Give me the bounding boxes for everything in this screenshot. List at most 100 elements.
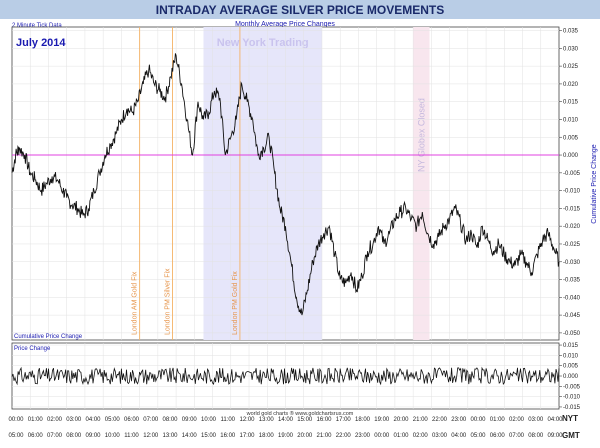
x-tick-label-nyt: 00:00 xyxy=(8,417,24,423)
y-tick-label: -0.040 xyxy=(563,295,581,301)
x-tick-label-nyt: 00:00 xyxy=(470,417,486,423)
y-tick-label: 0.000 xyxy=(563,153,579,159)
x-tick-label-nyt: 11:00 xyxy=(220,417,235,423)
x-tick-label-gmt: 02:00 xyxy=(413,433,429,439)
y-tick-label: -0.035 xyxy=(563,278,581,284)
y-tick-label: 0.010 xyxy=(563,353,579,359)
x-tick-label-nyt: 05:00 xyxy=(105,417,121,423)
x-tick-label-gmt: 09:00 xyxy=(85,433,101,439)
x-tick-label-nyt: 23:00 xyxy=(451,417,467,423)
y-tick-label: 0.005 xyxy=(563,364,579,370)
event-marker-label: London PM Gold Fix xyxy=(232,271,239,335)
x-tick-label-nyt: 21:00 xyxy=(413,417,429,423)
event-marker-label: London PM Silver Fix xyxy=(164,268,171,335)
x-tick-label-gmt: 08:00 xyxy=(66,433,82,439)
x-tick-label-gmt: 03:00 xyxy=(432,433,448,439)
x-tick-label-nyt: 06:00 xyxy=(124,417,140,423)
x-tick-label-gmt: 15:00 xyxy=(201,433,217,439)
nyt-label: NYT xyxy=(562,414,578,423)
main-grid xyxy=(12,27,559,340)
y-tick-label: -0.050 xyxy=(563,331,581,337)
region-label: NY Globex Closed xyxy=(416,98,426,172)
x-tick-label-nyt: 01:00 xyxy=(490,417,506,423)
y-tick-label: -0.025 xyxy=(563,242,581,248)
x-tick-label-nyt: 17:00 xyxy=(336,417,352,423)
x-axis-gmt-ticks: 05:00 06:00 07:00 08:00 09:00 10:00 11:00 12:00… xyxy=(8,433,563,439)
cumulative-series-label: Cumulative Price Change xyxy=(14,334,83,340)
x-tick-label-nyt: 22:00 xyxy=(432,417,448,423)
y-tick-label: -0.005 xyxy=(563,384,581,390)
x-tick-label-gmt: 07:00 xyxy=(509,433,525,439)
title-bar xyxy=(0,0,600,19)
x-tick-label-gmt: 11:00 xyxy=(124,433,139,439)
x-tick-label-nyt: 12:00 xyxy=(239,417,255,423)
x-tick-label-gmt: 22:00 xyxy=(336,433,352,439)
y-tick-label: 0.000 xyxy=(563,374,579,380)
x-tick-label-gmt: 04:00 xyxy=(451,433,467,439)
x-tick-label-gmt: 16:00 xyxy=(220,433,236,439)
x-tick-label-nyt: 07:00 xyxy=(143,417,159,423)
x-tick-label-gmt: 23:00 xyxy=(355,433,371,439)
x-tick-label-gmt: 01:00 xyxy=(393,433,409,439)
shaded-region xyxy=(203,27,322,340)
region-label: New York Trading xyxy=(217,37,309,49)
y-tick-label: 0.015 xyxy=(563,343,579,349)
y-tick-label: 0.010 xyxy=(563,117,579,123)
x-tick-label-nyt: 10:00 xyxy=(201,417,217,423)
sub-panel: 0.015 0.010 0.005 0.000 -0.005 -0.010 -0.015 P… xyxy=(11,342,581,411)
y-tick-label: -0.020 xyxy=(563,224,581,230)
y-tick-label: 0.005 xyxy=(563,135,579,141)
x-tick-label-nyt: 08:00 xyxy=(162,417,178,423)
x-tick-label-nyt: 16:00 xyxy=(316,417,332,423)
tick-data-label: 2 Minute Tick Data xyxy=(12,23,62,29)
x-tick-label-nyt: 19:00 xyxy=(374,417,390,423)
chart-title: INTRADAY AVERAGE SILVER PRICE MOVEMENTS xyxy=(156,3,445,17)
main-panel: New York Trading NY Globex Closed London … xyxy=(11,26,598,409)
x-tick-label-gmt: 09:00 xyxy=(547,433,563,439)
gmt-label: GMT xyxy=(562,431,580,440)
x-tick-label-nyt: 18:00 xyxy=(355,417,371,423)
x-tick-label-gmt: 10:00 xyxy=(105,433,121,439)
x-tick-label-nyt: 20:00 xyxy=(393,417,409,423)
y-tick-label: 0.015 xyxy=(563,100,579,106)
y-tick-label: 0.025 xyxy=(563,64,579,70)
price-change-line xyxy=(11,366,560,386)
y-tick-label: -0.015 xyxy=(563,206,581,212)
x-tick-label-gmt: 18:00 xyxy=(259,433,275,439)
x-tick-label-gmt: 21:00 xyxy=(316,433,332,439)
x-tick-label-nyt: 03:00 xyxy=(528,417,544,423)
x-tick-label-gmt: 06:00 xyxy=(28,433,44,439)
y-tick-label: 0.020 xyxy=(563,82,579,88)
x-tick-label-gmt: 06:00 xyxy=(490,433,506,439)
x-tick-label-gmt: 07:00 xyxy=(47,433,63,439)
x-tick-label-nyt: 09:00 xyxy=(182,417,198,423)
y-tick-label: -0.030 xyxy=(563,260,581,266)
y-tick-label: 0.030 xyxy=(563,46,579,52)
x-tick-label-nyt: 04:00 xyxy=(547,417,563,423)
x-tick-label-gmt: 14:00 xyxy=(182,433,198,439)
x-tick-label-gmt: 19:00 xyxy=(278,433,294,439)
x-tick-label-gmt: 05:00 xyxy=(8,433,24,439)
x-tick-label-nyt: 13:00 xyxy=(259,417,275,423)
x-tick-label-nyt: 01:00 xyxy=(28,417,44,423)
x-tick-label-nyt: 03:00 xyxy=(66,417,82,423)
y-tick-label: -0.015 xyxy=(563,405,581,411)
main-y-ticks: 0.035 0.030 0.025 0.020 0.015 0.010 0.005 0.000… xyxy=(559,29,581,337)
event-marker-label: London AM Gold Fix xyxy=(132,271,139,335)
x-tick-label-nyt: 15:00 xyxy=(297,417,313,423)
sub-panel-title: Price Change xyxy=(14,346,51,352)
chart-subtitle: Monthly Average Price Changes xyxy=(235,21,335,28)
x-tick-label-gmt: 00:00 xyxy=(374,433,390,439)
x-tick-label-gmt: 20:00 xyxy=(297,433,313,439)
x-tick-label-gmt: 12:00 xyxy=(143,433,159,439)
x-tick-label-gmt: 13:00 xyxy=(162,433,178,439)
shaded-region xyxy=(413,27,430,340)
x-tick-label-gmt: 17:00 xyxy=(239,433,255,439)
y-tick-label: -0.010 xyxy=(563,395,581,401)
month-label: July 2014 xyxy=(16,37,66,49)
x-axis-nyt-ticks: 00:00 01:00 02:00 03:00 04:00 05:00 06:00 07:00… xyxy=(8,417,563,423)
x-tick-label-gmt: 05:00 xyxy=(470,433,486,439)
sub-y-ticks: 0.015 0.010 0.005 0.000 -0.005 -0.010 -0.015 xyxy=(559,343,581,411)
cumulative-price-line xyxy=(11,53,560,316)
